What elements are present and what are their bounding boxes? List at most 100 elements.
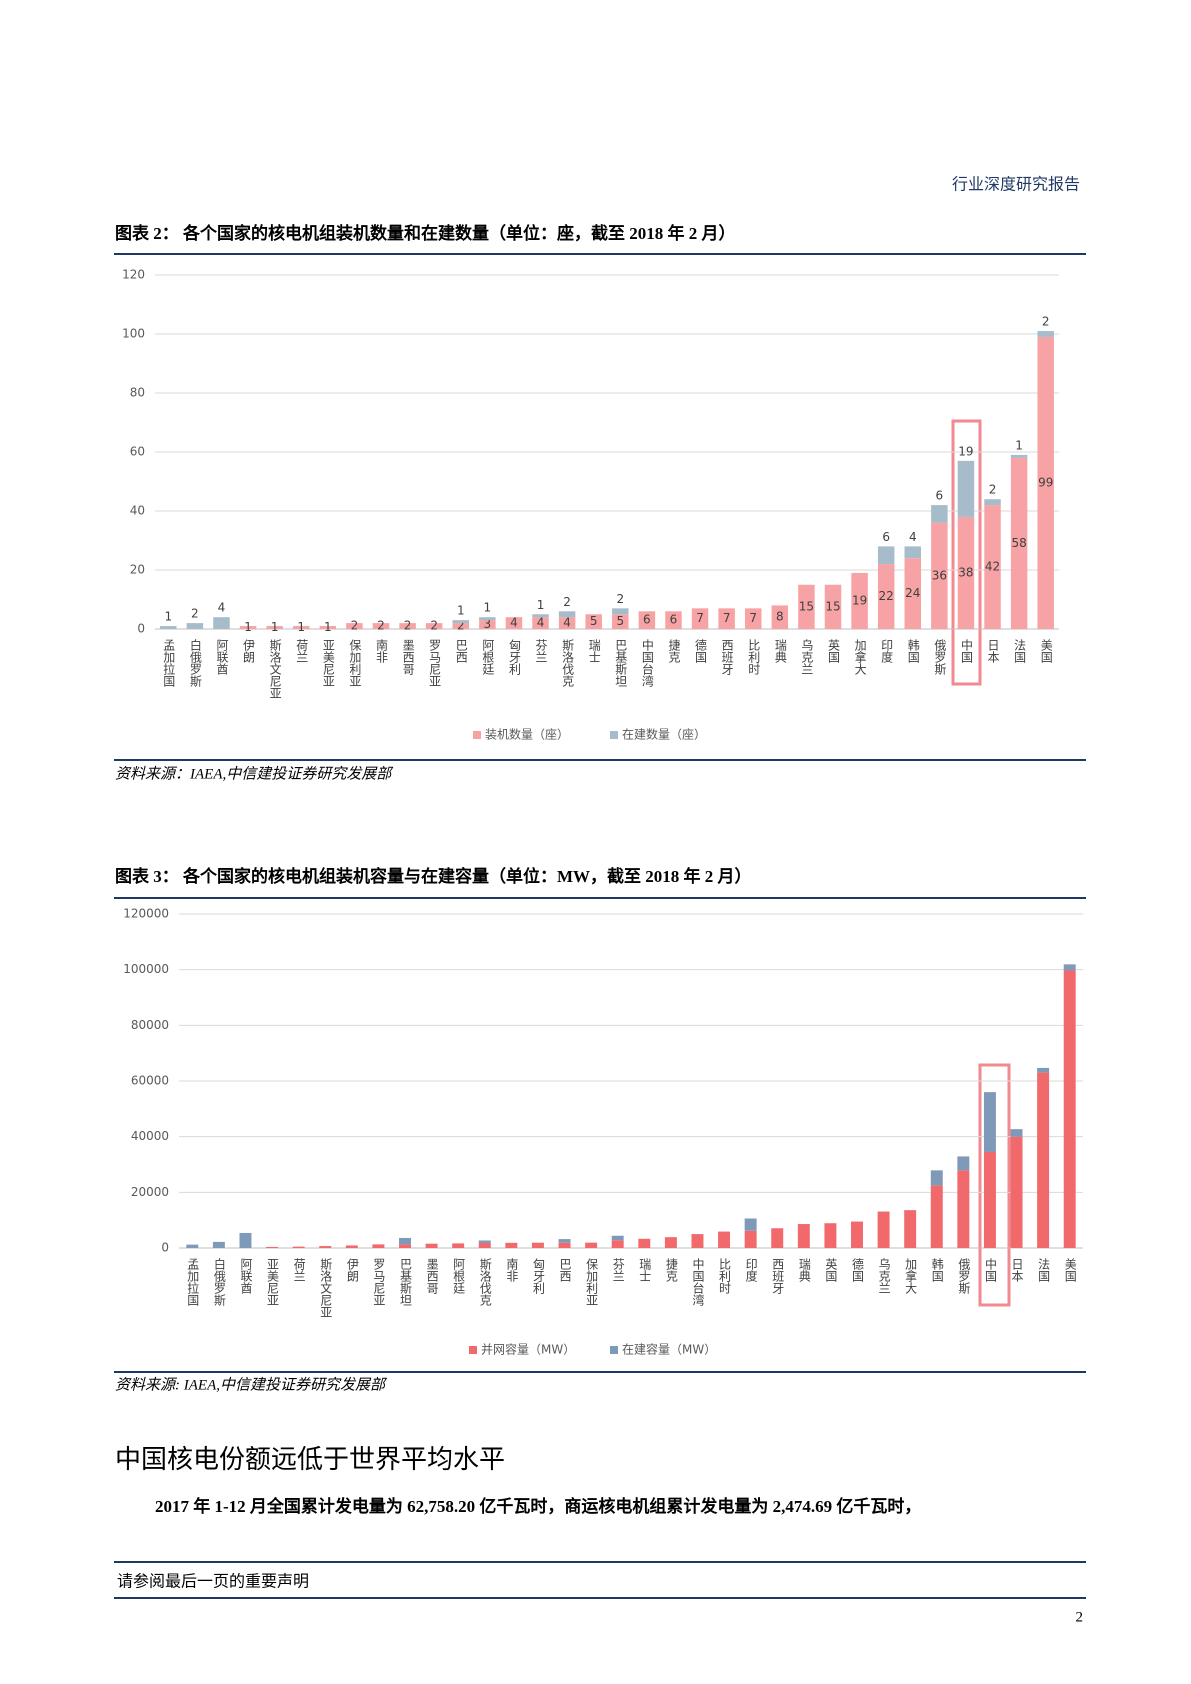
bar-segment bbox=[691, 1234, 704, 1248]
legend-label: 在建容量（MW） bbox=[622, 1342, 716, 1357]
x-tick-label: 荷兰 bbox=[295, 639, 309, 663]
x-tick-label: 保加利亚 bbox=[348, 639, 362, 687]
bar-segment bbox=[239, 1232, 252, 1248]
x-tick-label: 巴基斯坦 bbox=[399, 1258, 413, 1306]
x-tick-label: 南非 bbox=[375, 638, 389, 663]
bar-segment bbox=[957, 1170, 970, 1248]
x-tick-label: 斯洛文尼亚 bbox=[319, 1258, 333, 1318]
bar-segment bbox=[292, 1246, 305, 1248]
legend-swatch bbox=[469, 1346, 477, 1354]
data-label: 4 bbox=[563, 616, 571, 630]
bar-segment bbox=[186, 623, 204, 629]
x-tick-label: 俄罗斯 bbox=[957, 1258, 971, 1295]
bar-segment bbox=[239, 626, 257, 629]
bar-segment bbox=[877, 564, 895, 629]
bar-segment bbox=[531, 1242, 544, 1248]
data-label: 1 bbox=[537, 598, 545, 612]
bar-segment bbox=[558, 617, 576, 629]
y-tick-label: 20000 bbox=[131, 1185, 169, 1199]
y-tick-label: 80000 bbox=[131, 1018, 169, 1032]
bar-segment bbox=[452, 1243, 465, 1248]
bar-segment bbox=[266, 626, 283, 629]
data-label: 6 bbox=[936, 489, 944, 503]
data-label: 1 bbox=[244, 620, 252, 634]
bar-segment bbox=[665, 611, 682, 629]
x-tick-label: 瑞典 bbox=[797, 1258, 811, 1282]
x-tick-label: 斯洛伐克 bbox=[478, 1258, 492, 1307]
y-tick-label: 0 bbox=[161, 1241, 169, 1255]
x-tick-label: 加拿大 bbox=[904, 1258, 918, 1294]
paragraph: 2017 年 1-12 月全国累计发电量为 62,758.20 亿千瓦时，商运核… bbox=[155, 1496, 921, 1516]
legend-swatch bbox=[473, 731, 481, 739]
bar-segment bbox=[372, 623, 390, 629]
x-tick-label: 荷兰 bbox=[292, 1258, 306, 1282]
bar-segment bbox=[558, 611, 576, 618]
data-label: 22 bbox=[879, 589, 894, 603]
x-tick-label: 瑞士 bbox=[638, 1258, 652, 1282]
data-label: 1 bbox=[457, 604, 465, 618]
x-tick-label: 罗马尼亚 bbox=[372, 1258, 386, 1306]
x-tick-label: 阿联酋 bbox=[239, 1258, 253, 1294]
data-label: 2 bbox=[430, 619, 438, 633]
x-tick-label: 瑞典 bbox=[773, 639, 787, 663]
data-label: 7 bbox=[696, 611, 704, 625]
data-label: 4 bbox=[909, 530, 917, 544]
data-label: 58 bbox=[1011, 536, 1026, 550]
bar-segment bbox=[319, 626, 337, 629]
bar-segment bbox=[691, 608, 709, 629]
bar-segment bbox=[983, 1092, 996, 1152]
bar-segment bbox=[771, 605, 789, 629]
data-label: 6 bbox=[643, 613, 651, 627]
x-tick-label: 墨西哥 bbox=[401, 639, 415, 675]
y-tick-label: 100000 bbox=[123, 962, 169, 976]
data-label: 3 bbox=[484, 617, 492, 631]
x-tick-label: 捷克 bbox=[664, 1258, 678, 1283]
x-tick-label: 法国 bbox=[1013, 639, 1027, 663]
bar-segment bbox=[718, 1231, 731, 1248]
legend-swatch bbox=[610, 1346, 618, 1354]
y-tick-label: 0 bbox=[137, 622, 145, 636]
y-tick-label: 40000 bbox=[131, 1129, 169, 1143]
bar-segment bbox=[479, 620, 496, 629]
data-label: 4 bbox=[537, 616, 545, 630]
bar-segment bbox=[372, 1244, 385, 1248]
bar-segment bbox=[612, 614, 629, 629]
x-tick-label: 中国台湾 bbox=[691, 1257, 705, 1307]
figure-caption: 图表 3： 各个国家的核电机组装机容量与在建容量（单位：MW，截至 2018 年… bbox=[115, 866, 752, 886]
data-label: 5 bbox=[590, 614, 598, 628]
bar-segment bbox=[1037, 1072, 1050, 1248]
highlight-box bbox=[978, 1063, 1011, 1307]
x-tick-label: 瑞士 bbox=[587, 639, 601, 663]
data-label: 2 bbox=[563, 595, 571, 609]
x-tick-label: 孟加拉国 bbox=[186, 1258, 200, 1306]
bar-segment bbox=[612, 608, 629, 615]
data-label: 1 bbox=[484, 601, 492, 615]
bar-segment bbox=[1063, 970, 1076, 1248]
bar-segment bbox=[744, 608, 762, 629]
bar-segment bbox=[399, 1244, 411, 1248]
bar-segment bbox=[532, 617, 549, 629]
x-tick-label: 韩国 bbox=[930, 1257, 944, 1282]
x-tick-label: 捷克 bbox=[667, 639, 681, 664]
bar-segment bbox=[744, 1218, 757, 1231]
data-label: 24 bbox=[905, 586, 920, 600]
bar-segment bbox=[851, 572, 868, 629]
x-tick-label: 保加利亚 bbox=[585, 1258, 599, 1306]
y-tick-label: 60000 bbox=[131, 1074, 169, 1088]
y-tick-label: 100 bbox=[122, 327, 145, 341]
x-tick-label: 德国 bbox=[851, 1257, 865, 1282]
data-label: 7 bbox=[749, 611, 757, 625]
section-heading: 中国核电份额远低于世界平均水平 bbox=[115, 1445, 505, 1474]
data-label: 6 bbox=[882, 530, 890, 544]
x-tick-label: 印度 bbox=[744, 1258, 758, 1282]
data-label: 2 bbox=[191, 607, 199, 621]
bar-segment bbox=[532, 614, 549, 618]
data-label: 2 bbox=[377, 619, 385, 633]
data-label: 2 bbox=[404, 619, 412, 633]
data-label: 1 bbox=[297, 620, 305, 634]
x-tick-label: 南非 bbox=[505, 1257, 519, 1282]
data-label: 99 bbox=[1038, 475, 1053, 489]
x-tick-label: 罗马尼亚 bbox=[428, 639, 442, 687]
data-label: 1 bbox=[271, 620, 279, 634]
bar-segment bbox=[824, 1223, 837, 1248]
